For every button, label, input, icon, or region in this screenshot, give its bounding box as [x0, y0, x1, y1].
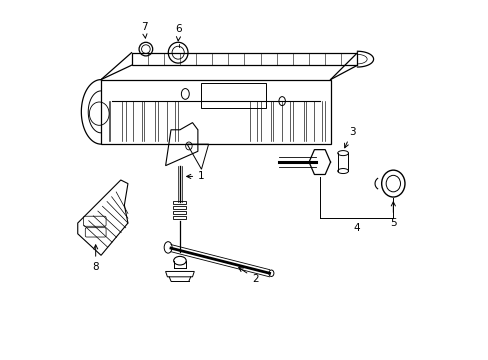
Text: 5: 5 — [389, 202, 396, 228]
Text: 8: 8 — [92, 245, 99, 272]
Text: 4: 4 — [352, 224, 359, 233]
Text: 7: 7 — [141, 22, 147, 38]
Text: 1: 1 — [186, 171, 204, 181]
Text: 6: 6 — [175, 24, 182, 41]
Text: 2: 2 — [238, 267, 258, 284]
Text: 3: 3 — [344, 127, 355, 148]
